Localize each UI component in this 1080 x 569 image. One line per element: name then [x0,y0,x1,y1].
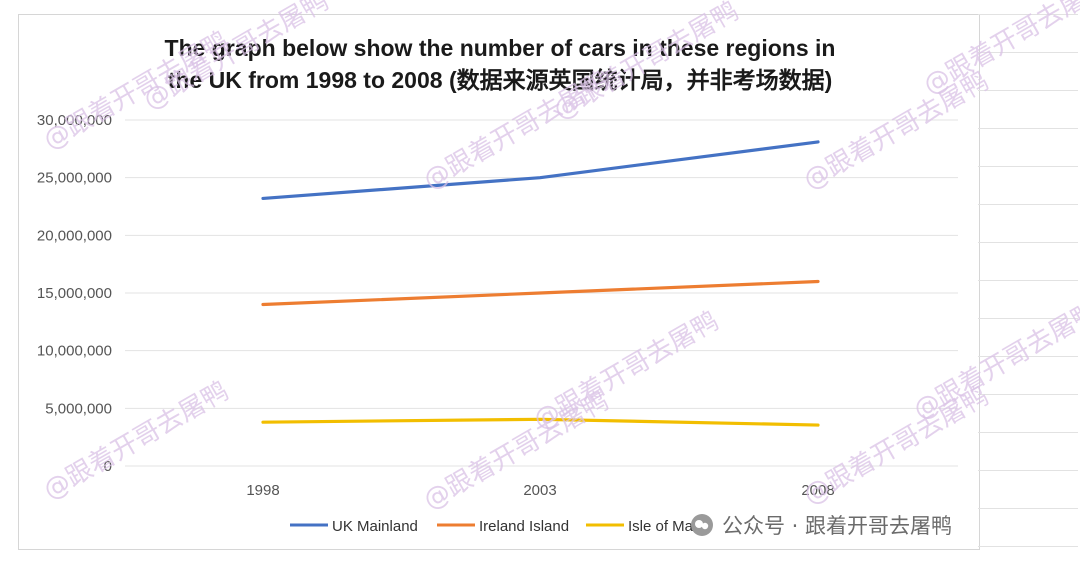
series-line [261,140,820,201]
y-tick-label: 0 [104,458,112,475]
wechat-logo-icon [691,514,713,536]
y-tick-label: 5,000,000 [45,400,112,417]
chart-title-line-2: the UK from 1998 to 2008 (数据来源英国统计局，并非考场… [167,67,833,93]
spreadsheet-grid-edge [978,14,1078,549]
watermark: @跟着开哥去屠鸭 [909,296,1080,426]
y-tick-label: 10,000,000 [37,343,112,360]
y-tick-label: 15,000,000 [37,285,112,302]
chart-frame [18,14,980,550]
legend-label: UK Mainland [332,518,418,535]
wechat-footer-text: 公众号 · 跟着开哥去屠鸭 [722,514,953,538]
watermark: @跟着开哥去屠鸭 [549,0,744,126]
y-tick-label: 30,000,000 [37,112,112,129]
watermark: @跟着开哥去屠鸭 [529,306,724,436]
x-tick-label: 1998 [246,482,279,499]
y-tick-label: 20,000,000 [37,227,112,244]
y-tick-label: 25,000,000 [37,170,112,187]
wechat-footer: 公众号 · 跟着开哥去屠鸭 [690,508,952,542]
x-tick-label: 2008 [801,482,834,499]
watermark: @跟着开哥去屠鸭 [39,376,234,506]
chart-title-line-1: The graph below show the number of cars … [164,35,836,61]
watermark: @跟着开哥去屠鸭 [919,0,1080,101]
legend-label: Isle of Man [628,518,701,535]
legend-label: Ireland Island [479,518,569,535]
chart-title: The graph below show the number of cars … [40,32,960,96]
watermark: @跟着开哥去屠鸭 [39,26,234,156]
x-tick-label: 2003 [523,482,556,499]
watermark: @跟着开哥去屠鸭 [799,66,994,196]
